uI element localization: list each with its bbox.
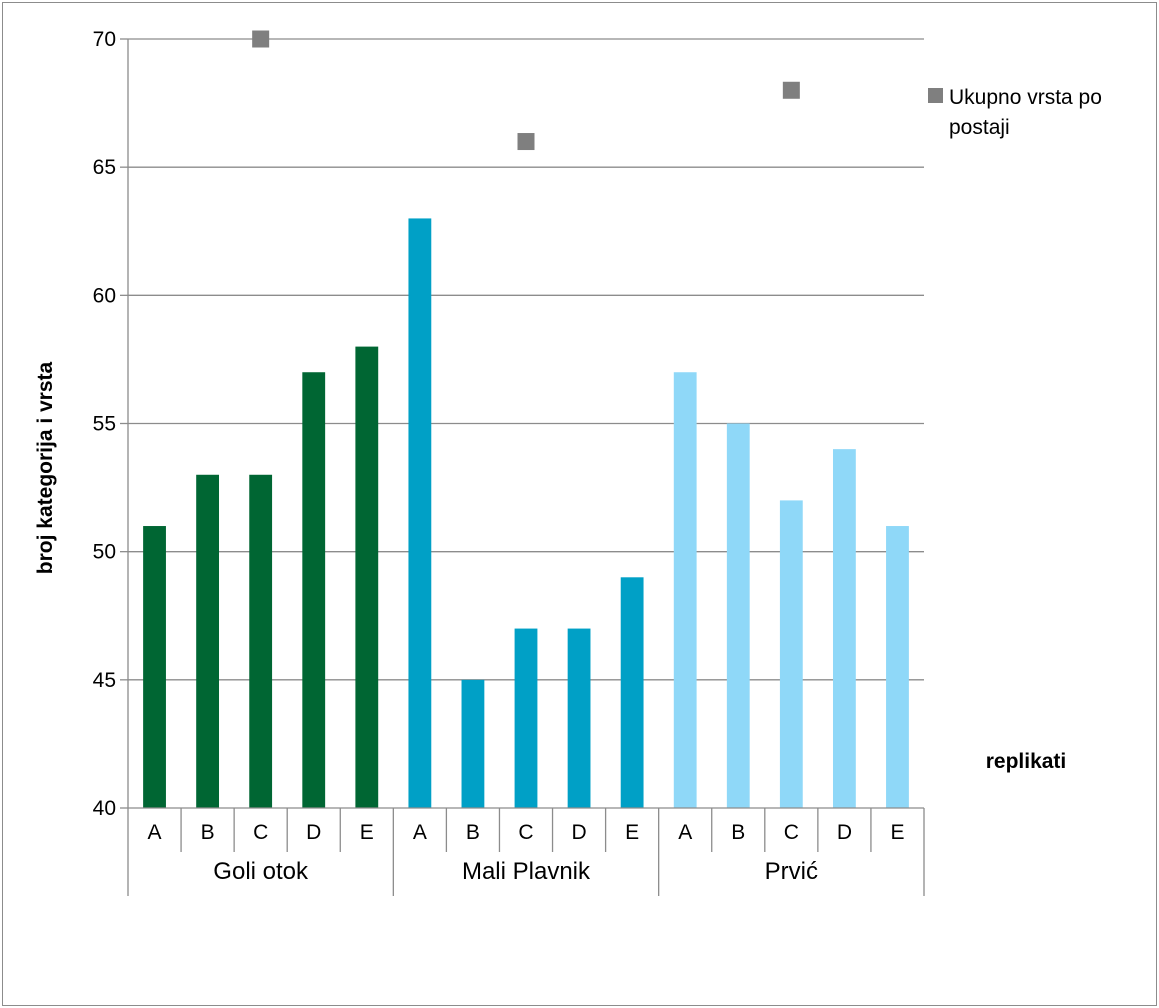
bar-prvi--c xyxy=(779,500,803,808)
x-group-label: Goli otok xyxy=(213,858,309,885)
marker-prvi- xyxy=(782,81,800,99)
bar-goli-otok-c xyxy=(249,474,273,808)
legend-label-line-1: Ukupno vrsta po xyxy=(949,86,1102,109)
y-tick-label: 60 xyxy=(93,284,116,307)
bar-goli-otok-a xyxy=(143,526,166,808)
x-tick-label: B xyxy=(201,821,215,844)
bar-mali-plavnik-a xyxy=(408,218,432,808)
x-tick-label: D xyxy=(837,821,852,844)
bar-goli-otok-e xyxy=(355,346,379,808)
x-tick-label: C xyxy=(253,821,268,844)
bars xyxy=(143,218,909,808)
x-tick-label: B xyxy=(731,821,745,844)
total-species-markers xyxy=(252,30,800,151)
bar-prvi--b xyxy=(726,423,750,808)
x-axis-title: replikati xyxy=(986,750,1067,773)
legend-marker-swatch xyxy=(928,88,943,103)
x-tick-label: E xyxy=(890,821,904,844)
bar-prvi--a xyxy=(673,372,697,808)
x-tick-label: E xyxy=(360,821,374,844)
bar-mali-plavnik-b xyxy=(461,679,485,808)
x-tick-label: A xyxy=(678,821,692,844)
y-tick-label: 65 xyxy=(93,156,116,179)
x-tick-label: E xyxy=(625,821,639,844)
legend-label-line-2: postaji xyxy=(949,116,1010,139)
x-tick-label: B xyxy=(466,821,480,844)
marker-goli-otok xyxy=(252,30,270,48)
y-tick-label: 40 xyxy=(93,797,116,820)
bar-goli-otok-d xyxy=(302,372,326,808)
bar-prvi--e xyxy=(886,526,909,808)
legend: Ukupno vrsta po postaji xyxy=(928,86,1102,139)
x-tick-label: A xyxy=(148,821,162,844)
x-tick-label: C xyxy=(518,821,533,844)
x-tick-label: D xyxy=(571,821,586,844)
bar-goli-otok-b xyxy=(196,474,220,808)
x-group-label: Mali Plavnik xyxy=(462,858,591,885)
x-tick-label: D xyxy=(306,821,321,844)
bar-mali-plavnik-d xyxy=(567,628,591,808)
y-tick-label: 45 xyxy=(93,669,116,692)
axes: 40 45 50 55 60 65 70 A B C D E Goli otok A B C D E Mali Pl… xyxy=(93,28,925,896)
y-tick-label: 55 xyxy=(93,413,116,436)
x-tick-label: A xyxy=(413,821,427,844)
bar-mali-plavnik-e xyxy=(620,577,644,808)
marker-mali-plavnik xyxy=(517,133,535,151)
y-axis-title: broj kategorija i vrsta xyxy=(34,361,57,574)
y-tick-label: 50 xyxy=(93,541,116,564)
x-tick-label: C xyxy=(784,821,799,844)
x-group-label: Prvić xyxy=(765,858,818,885)
bar-prvi--d xyxy=(832,449,856,808)
bar-mali-plavnik-c xyxy=(514,628,538,808)
y-tick-label: 70 xyxy=(93,28,116,51)
